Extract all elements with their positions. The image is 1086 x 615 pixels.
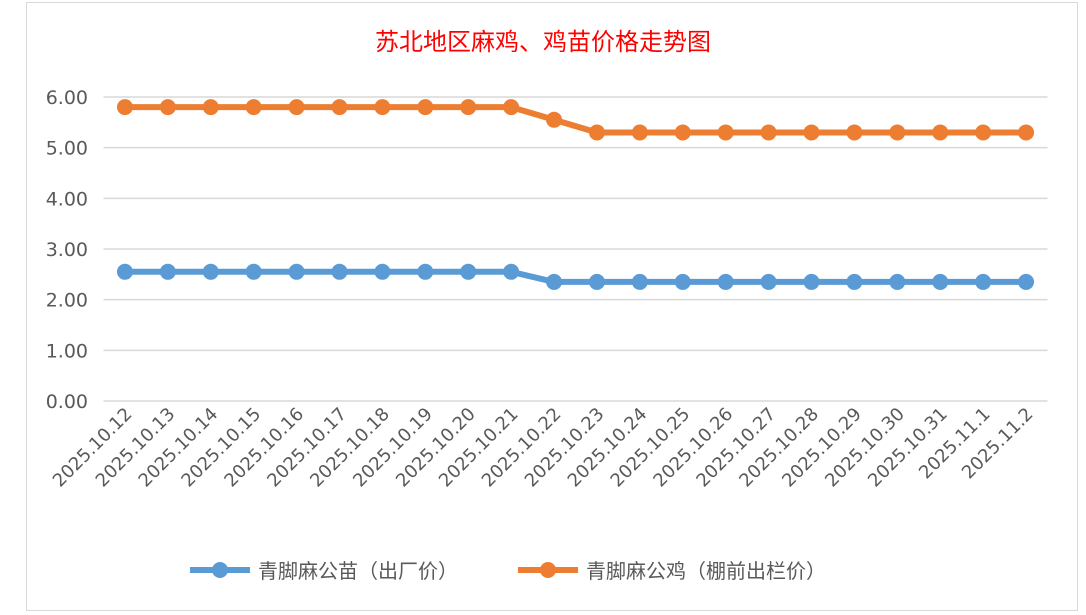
data-point [760, 273, 777, 290]
legend-point-marker [212, 562, 228, 578]
data-point [288, 99, 305, 116]
data-point [932, 273, 949, 290]
data-point [374, 99, 391, 116]
data-point [503, 99, 520, 116]
data-point [116, 99, 133, 116]
data-point [717, 124, 734, 141]
y-tick-label: 5.00 [46, 138, 88, 160]
data-point [674, 124, 691, 141]
data-point [588, 273, 605, 290]
data-point [1018, 273, 1035, 290]
chart-title: 苏北地区麻鸡、鸡苗价格走势图 [375, 28, 711, 56]
data-point [503, 263, 520, 280]
data-point [331, 99, 348, 116]
data-point [460, 99, 477, 116]
chart-area [26, 2, 1078, 611]
data-point [1018, 124, 1035, 141]
data-point [202, 99, 219, 116]
data-point [846, 273, 863, 290]
data-point [803, 124, 820, 141]
data-point [588, 124, 605, 141]
data-point [889, 124, 906, 141]
y-tick-label: 2.00 [46, 290, 88, 312]
data-point [159, 99, 176, 116]
data-point [631, 273, 648, 290]
series-line [124, 268, 1027, 285]
data-point [674, 273, 691, 290]
y-tick-label: 1.00 [46, 340, 88, 362]
data-point [546, 273, 563, 290]
data-point [245, 99, 262, 116]
legend-label: 青脚麻公苗（出厂价） [258, 559, 458, 583]
y-tick-label: 4.00 [46, 188, 88, 210]
data-point [803, 273, 820, 290]
data-point [288, 263, 305, 280]
data-point [417, 263, 434, 280]
data-point [331, 263, 348, 280]
y-tick-label: 3.00 [46, 239, 88, 261]
data-point [245, 263, 262, 280]
legend-label: 青脚麻公鸡（棚前出栏价） [586, 559, 826, 583]
data-point [717, 273, 734, 290]
data-point [546, 111, 563, 128]
data-point [975, 273, 992, 290]
data-point [417, 99, 434, 116]
legend-point-marker [540, 562, 556, 578]
data-point [159, 263, 176, 280]
data-point [846, 124, 863, 141]
data-point [374, 263, 391, 280]
data-point [460, 263, 477, 280]
series-line [124, 104, 1027, 136]
data-point [631, 124, 648, 141]
y-tick-label: 0.00 [46, 391, 88, 413]
data-point [760, 124, 777, 141]
data-point [975, 124, 992, 141]
data-point [202, 263, 219, 280]
data-point [932, 124, 949, 141]
data-point [889, 273, 906, 290]
data-point [116, 263, 133, 280]
y-tick-label: 6.00 [46, 87, 88, 109]
